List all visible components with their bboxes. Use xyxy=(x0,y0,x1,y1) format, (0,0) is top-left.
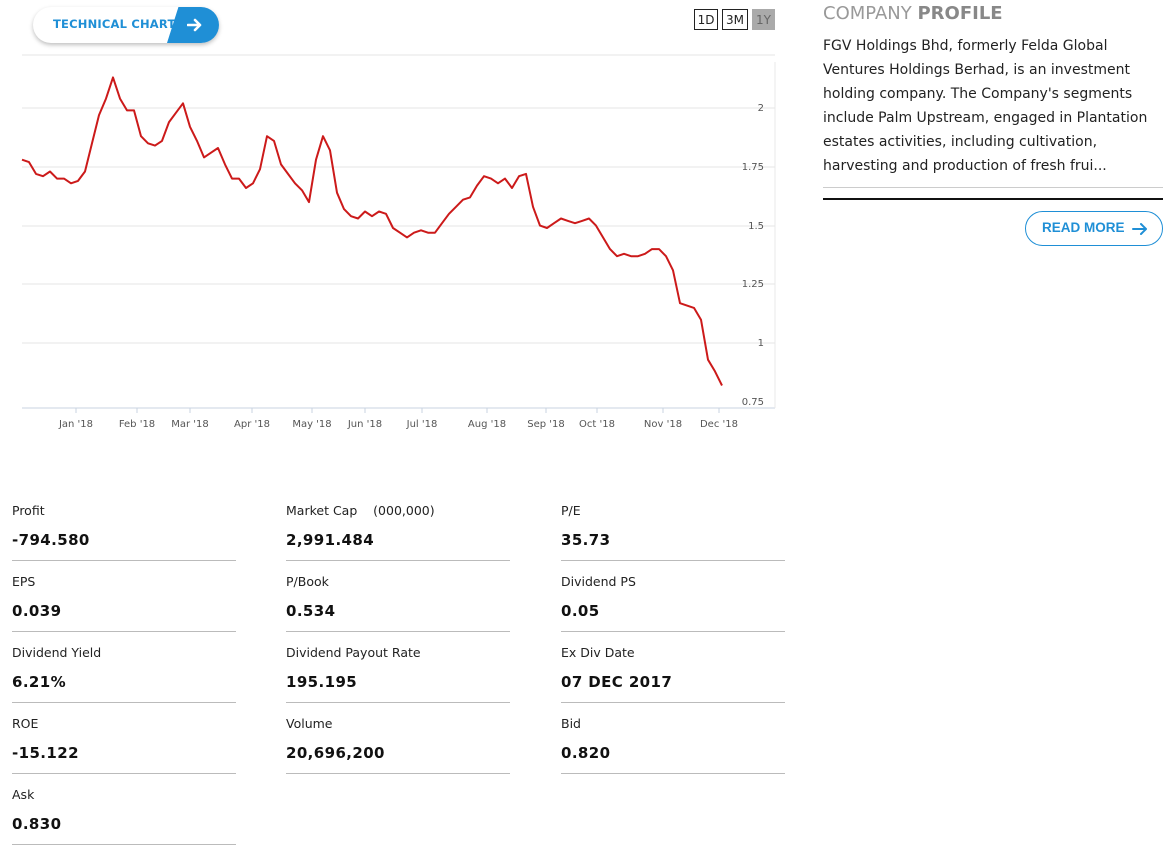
stat-label: Dividend Yield xyxy=(12,645,102,660)
x-tick-label: Sep '18 xyxy=(527,419,565,430)
y-tick-label: 1 xyxy=(758,338,764,349)
stat-label: Profit xyxy=(12,503,45,518)
stat-value: 195.195 xyxy=(286,673,358,691)
divider xyxy=(286,773,510,774)
technical-chart-button[interactable]: TECHNICAL CHART xyxy=(33,7,219,43)
divider xyxy=(823,198,1163,200)
stat-label: Ask xyxy=(12,787,35,802)
stat-value: 0.830 xyxy=(12,815,62,833)
x-tick-label: Apr '18 xyxy=(234,419,270,430)
x-tick-label: Jul '18 xyxy=(406,419,438,430)
stat-label: Bid xyxy=(561,716,581,731)
divider xyxy=(561,773,785,774)
stat-label: Dividend Payout Rate xyxy=(286,645,421,660)
company-profile-text: FGV Holdings Bhd, formerly Felda Global … xyxy=(823,38,1148,174)
divider xyxy=(12,702,236,703)
divider xyxy=(286,702,510,703)
read-more-button[interactable]: READ MORE xyxy=(1025,211,1163,246)
y-tick-label: 0.75 xyxy=(742,397,764,408)
x-tick-label: Oct '18 xyxy=(579,419,615,430)
stat-label: ROE xyxy=(12,716,39,731)
chart-grid xyxy=(22,54,776,409)
divider xyxy=(12,631,236,632)
x-tick-label: Aug '18 xyxy=(468,419,506,430)
stat-label: P/Book xyxy=(286,574,329,589)
range-1y-button[interactable]: 1Y xyxy=(752,9,775,30)
divider xyxy=(12,773,236,774)
divider xyxy=(561,560,785,561)
stat-label: Ex Div Date xyxy=(561,645,635,660)
x-tick-label: Jun '18 xyxy=(347,419,382,430)
x-tick-label: Jan '18 xyxy=(58,419,93,430)
y-tick-label: 2 xyxy=(758,103,764,114)
divider xyxy=(12,560,236,561)
divider xyxy=(561,631,785,632)
y-tick-label: 1.75 xyxy=(742,162,764,173)
profile-title-light: COMPANY xyxy=(823,3,912,24)
price-series-line xyxy=(21,76,723,386)
divider xyxy=(286,560,510,561)
divider xyxy=(12,844,236,845)
range-3m-button[interactable]: 3M xyxy=(722,9,748,30)
arrow-right-icon xyxy=(1132,223,1147,235)
stat-value: 6.21% xyxy=(12,673,67,691)
divider xyxy=(561,702,785,703)
stat-value: 0.039 xyxy=(12,602,62,620)
x-tick-label: Dec '18 xyxy=(700,419,738,430)
range-1d-button[interactable]: 1D xyxy=(694,9,718,30)
x-tick-label: Feb '18 xyxy=(119,419,155,430)
stat-value: 0.820 xyxy=(561,744,611,762)
stat-label: Market Cap (000,000) xyxy=(286,503,435,518)
read-more-label: READ MORE xyxy=(1042,220,1125,235)
x-tick-label: May '18 xyxy=(292,419,331,430)
y-tick-label: 1.25 xyxy=(742,279,764,290)
y-axis: 2 1.75 1.5 1.25 1 0.75 xyxy=(742,103,764,408)
profile-title-bold: PROFILE xyxy=(917,3,1003,24)
stat-value: 20,696,200 xyxy=(286,744,385,762)
stat-label: Volume xyxy=(286,716,333,731)
stat-value: -15.122 xyxy=(12,744,79,762)
x-tick-label: Mar '18 xyxy=(171,419,209,430)
stat-value: 35.73 xyxy=(561,531,611,549)
price-chart: 2 1.75 1.5 1.25 1 0.75 Jan '18 Feb '18 Mar '18 A… xyxy=(21,54,776,430)
y-tick-label: 1.5 xyxy=(748,221,764,232)
stat-value: 0.534 xyxy=(286,602,336,620)
technical-chart-label: TECHNICAL CHART xyxy=(53,17,176,31)
stat-label: Dividend PS xyxy=(561,574,636,589)
x-axis: Jan '18 Feb '18 Mar '18 Apr '18 May '18 Jun '… xyxy=(58,408,738,430)
company-profile-title: COMPANY PROFILE xyxy=(823,3,1003,24)
stat-value: -794.580 xyxy=(12,531,90,549)
stat-label: P/E xyxy=(561,503,581,518)
stat-value: 2,991.484 xyxy=(286,531,375,549)
divider xyxy=(286,631,510,632)
stat-label: EPS xyxy=(12,574,36,589)
stat-value: 07 DEC 2017 xyxy=(561,673,673,691)
stat-value: 0.05 xyxy=(561,602,600,620)
x-tick-label: Nov '18 xyxy=(644,419,682,430)
divider xyxy=(823,187,1163,188)
